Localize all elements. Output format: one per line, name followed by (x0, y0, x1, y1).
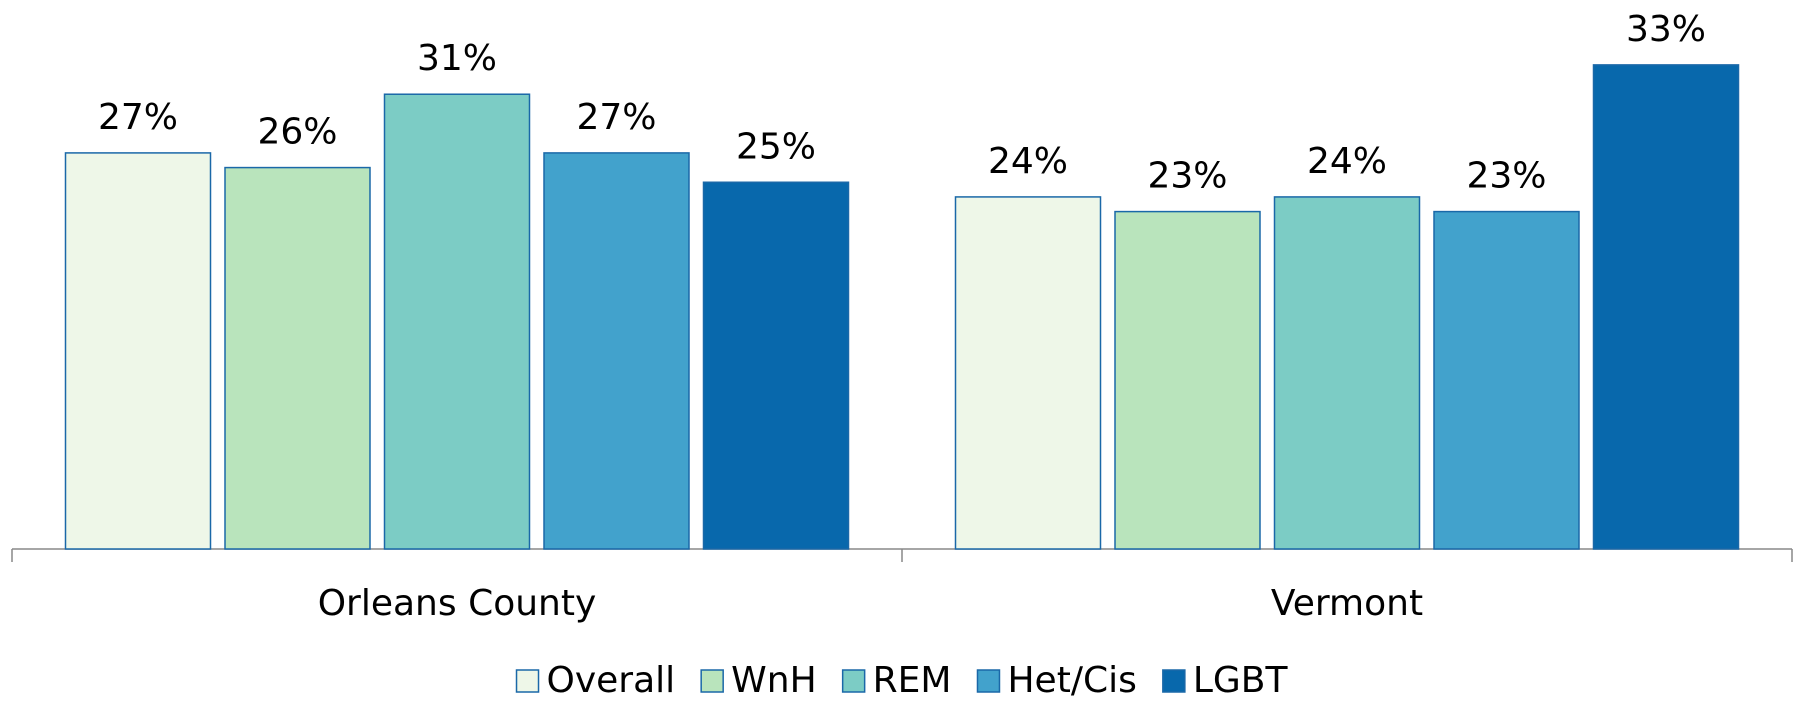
bar (954, 196, 1102, 550)
value-label: 33% (1626, 9, 1706, 50)
bar (224, 166, 371, 550)
legend-swatch (700, 669, 724, 693)
value-label: 26% (257, 112, 337, 153)
value-label: 27% (576, 97, 656, 138)
bar (1592, 64, 1740, 550)
legend-label: WnH (731, 660, 816, 701)
legend-swatch (841, 669, 866, 693)
bar (1114, 210, 1261, 550)
value-label: 25% (736, 126, 816, 167)
bar (64, 152, 212, 550)
legend-swatch (976, 669, 1001, 693)
value-label: 23% (1147, 156, 1227, 197)
bar (1273, 196, 1421, 550)
legend-swatch (1162, 669, 1186, 693)
x-tick-label: Vermont (1271, 583, 1423, 624)
legend-label: Het/Cis (1007, 660, 1136, 701)
bar (543, 152, 690, 550)
x-tick-label: Orleans County (318, 583, 597, 624)
legend-label: REM (873, 660, 952, 701)
value-label: 27% (98, 97, 178, 138)
value-label: 24% (988, 141, 1068, 182)
legend-label: Overall (547, 660, 676, 701)
bar (1433, 210, 1580, 550)
bar (383, 93, 531, 550)
bar (702, 181, 850, 550)
value-label: 31% (417, 38, 497, 79)
legend-swatch (515, 669, 540, 693)
legend-label: LGBT (1193, 660, 1289, 701)
value-label: 23% (1466, 156, 1546, 197)
value-label: 24% (1307, 141, 1387, 182)
